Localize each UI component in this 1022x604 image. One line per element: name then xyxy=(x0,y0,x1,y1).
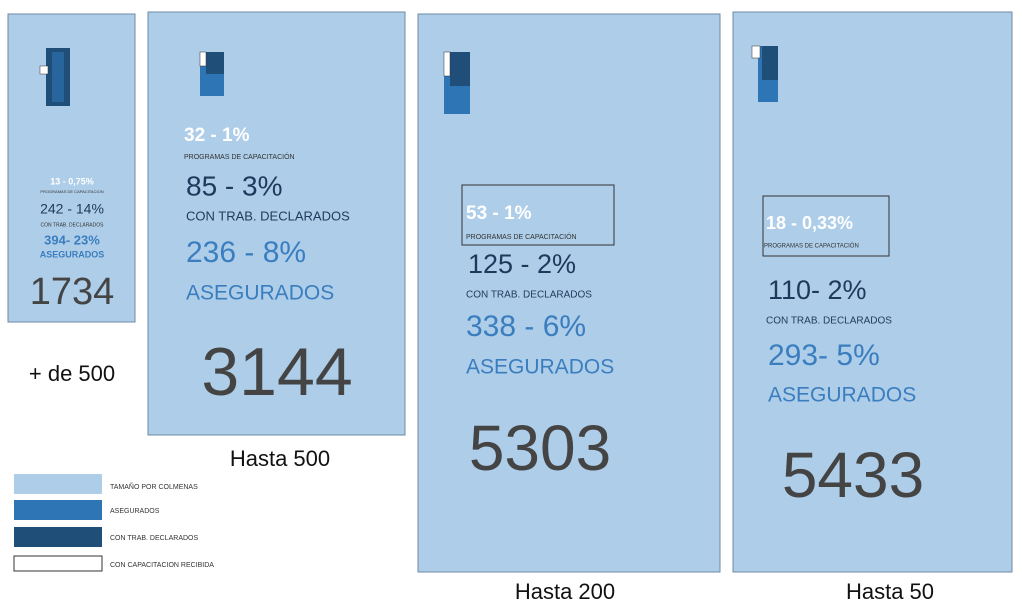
asegurados-label: ASEGURADOS xyxy=(186,282,334,305)
highlight-box xyxy=(762,195,890,257)
asegurados: 338 - 6% xyxy=(466,310,586,343)
panel xyxy=(732,11,1013,573)
capacitacion: 32 - 1% xyxy=(184,125,250,146)
legend: TAMAÑO POR COLMENAS ASEGURADOS CON TRAB.… xyxy=(13,474,214,572)
caption: Hasta 50 xyxy=(846,579,934,604)
asegurados: 394- 23% xyxy=(44,232,100,247)
declarados: 85 - 3% xyxy=(186,170,283,201)
asegurados-label: ASEGURADOS xyxy=(768,384,916,407)
declarados: 125 - 2% xyxy=(468,249,576,279)
asegurados-label: ASEGURADOS xyxy=(466,356,614,379)
caption: Hasta 200 xyxy=(515,579,615,604)
declarados: 110- 2% xyxy=(768,275,867,305)
declarados: 242 - 14% xyxy=(40,201,104,217)
icon xyxy=(751,45,778,102)
panel xyxy=(147,11,406,436)
capacitacion-label: PROGRAMAS DE CAPACITACIÓN xyxy=(184,152,295,161)
declarados-label: CON TRAB. DECLARADOS xyxy=(766,316,892,327)
total: 5433 xyxy=(782,439,924,511)
declarados-label: CON TRAB. DECLARADOS xyxy=(186,208,350,223)
caption: + de 500 xyxy=(29,361,115,386)
legend-label: CON CAPACITACION RECIBIDA xyxy=(110,562,214,569)
panel xyxy=(7,13,136,323)
legend-label: TAMAÑO POR COLMENAS xyxy=(110,482,198,491)
icon xyxy=(443,51,470,114)
capacitacion-label: PROGRAMAS DE CAPACITACIÓN xyxy=(466,232,577,241)
caption: Hasta 500 xyxy=(230,446,330,471)
total: 1734 xyxy=(30,271,115,313)
capacitacion: 13 - 0,75% xyxy=(50,176,94,186)
total: 3144 xyxy=(201,334,352,410)
legend-label: ASEGURADOS xyxy=(110,508,160,515)
asegurados: 293- 5% xyxy=(768,339,880,372)
legend-swatch xyxy=(13,555,103,572)
declarados-label: CON TRAB. DECLARADOS xyxy=(41,222,105,228)
legend-swatch xyxy=(14,500,102,520)
icon xyxy=(199,51,224,96)
icon xyxy=(39,48,70,106)
capacitacion-label: PROGRAMAS DE CAPACITACIÓN xyxy=(764,243,859,250)
highlight-box xyxy=(461,184,615,246)
legend-swatch xyxy=(14,527,102,547)
total: 5303 xyxy=(469,412,611,484)
capacitacion: 53 - 1% xyxy=(466,203,532,224)
legend-label: CON TRAB. DECLARADOS xyxy=(110,535,198,542)
asegurados-label: ASEGURADOS xyxy=(40,249,105,259)
legend-swatch xyxy=(14,474,102,494)
asegurados: 236 - 8% xyxy=(186,236,306,269)
capacitacion: 18 - 0,33% xyxy=(766,213,853,233)
declarados-label: CON TRAB. DECLARADOS xyxy=(466,290,592,301)
capacitacion-label: PROGRAMAS DE CAPACITACION xyxy=(40,189,103,194)
